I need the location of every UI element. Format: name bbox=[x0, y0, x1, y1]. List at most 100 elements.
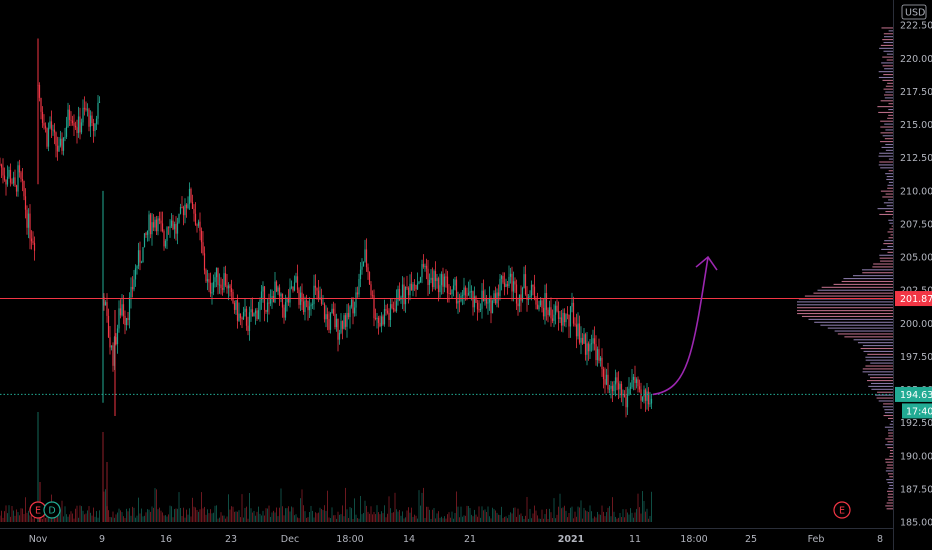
volume-bar bbox=[546, 508, 547, 522]
profile-bar bbox=[821, 286, 893, 288]
candle-body bbox=[467, 292, 470, 296]
volume-bar bbox=[561, 508, 562, 522]
profile-bar bbox=[880, 132, 893, 134]
volume-bar bbox=[400, 515, 402, 522]
profile-bar bbox=[887, 447, 893, 449]
candle-body bbox=[61, 138, 63, 151]
volume-bar bbox=[105, 489, 106, 522]
candle-body bbox=[97, 102, 99, 119]
volume-bar bbox=[637, 493, 639, 522]
candle-body bbox=[317, 290, 320, 300]
volume-bar bbox=[141, 508, 142, 522]
x-tick-label: Feb bbox=[808, 534, 825, 545]
candle-body bbox=[269, 298, 272, 304]
volume-bar bbox=[370, 506, 372, 522]
volume-bar bbox=[291, 506, 292, 522]
volume-bar bbox=[85, 513, 87, 522]
volume-bar bbox=[90, 512, 91, 522]
candle-body bbox=[611, 385, 614, 392]
candle-body bbox=[581, 337, 584, 344]
volume-bar bbox=[42, 518, 43, 522]
profile-bar bbox=[886, 176, 893, 178]
candle-body bbox=[145, 233, 147, 235]
volume-bar bbox=[297, 517, 298, 522]
profile-bar bbox=[888, 30, 893, 32]
candle-body bbox=[386, 310, 389, 313]
profile-bar bbox=[880, 44, 893, 46]
candle-body bbox=[367, 267, 369, 273]
profile-bar bbox=[878, 71, 893, 73]
profile-bar bbox=[880, 167, 893, 169]
profile-bar bbox=[865, 365, 893, 367]
profile-bar bbox=[885, 173, 893, 175]
profile-bar bbox=[883, 33, 893, 35]
profile-bar bbox=[880, 190, 893, 192]
x-tick-label: 2021 bbox=[558, 534, 584, 545]
candle-body bbox=[178, 213, 180, 223]
volume-bar bbox=[78, 517, 79, 522]
volume-bar bbox=[280, 488, 282, 522]
candle-body bbox=[122, 304, 125, 316]
candle-body bbox=[376, 317, 378, 319]
volume-bar bbox=[351, 508, 352, 522]
volume-bar bbox=[406, 510, 408, 522]
candle-body bbox=[190, 188, 192, 202]
candle-body bbox=[431, 277, 434, 288]
volume-bar bbox=[165, 515, 166, 522]
profile-bar bbox=[886, 508, 893, 510]
volume-bar bbox=[193, 506, 195, 522]
volume-bar bbox=[226, 516, 228, 522]
candle-body bbox=[416, 283, 419, 290]
volume-bar bbox=[325, 510, 327, 522]
profile-bar bbox=[889, 452, 893, 454]
volume-bar bbox=[615, 516, 616, 522]
volume-bar bbox=[520, 513, 522, 522]
price-tag-label: 194.63 bbox=[900, 390, 932, 401]
profile-bar bbox=[884, 426, 893, 428]
candle-body bbox=[643, 389, 645, 397]
candle-body bbox=[136, 266, 138, 269]
volume-bar bbox=[423, 487, 424, 522]
candle-body bbox=[458, 300, 461, 302]
volume-bar bbox=[19, 515, 20, 522]
profile-bar bbox=[878, 164, 893, 166]
dividend-marker[interactable]: D bbox=[43, 501, 61, 519]
volume-bar bbox=[517, 508, 519, 522]
profile-bar bbox=[887, 82, 893, 84]
candle-body bbox=[365, 249, 368, 268]
volume-bar bbox=[459, 517, 460, 522]
candle-body bbox=[223, 273, 225, 290]
candle-body bbox=[344, 315, 347, 327]
volume-bar bbox=[87, 510, 88, 522]
candle-body bbox=[73, 123, 75, 126]
candle-body bbox=[59, 138, 62, 146]
price-tag bbox=[895, 386, 932, 402]
candle-body bbox=[265, 310, 267, 312]
y-tick-label: 190.00 bbox=[900, 451, 932, 462]
candle-body bbox=[185, 204, 188, 208]
volume-bar bbox=[17, 512, 19, 522]
volume-bar bbox=[180, 507, 181, 522]
earnings-marker[interactable]: E bbox=[833, 501, 851, 519]
volume-bar bbox=[622, 509, 624, 522]
volume-bar bbox=[489, 516, 490, 522]
candle-body bbox=[556, 305, 558, 311]
profile-bar bbox=[879, 152, 893, 154]
candle-body bbox=[29, 213, 31, 239]
profile-bar bbox=[888, 429, 893, 431]
candle-body bbox=[515, 284, 518, 304]
candle-body bbox=[337, 318, 339, 340]
profile-bar bbox=[862, 368, 893, 370]
candle-body bbox=[371, 295, 374, 297]
volume-bar bbox=[342, 505, 343, 522]
candle-body bbox=[569, 306, 572, 327]
volume-bar bbox=[283, 515, 285, 522]
volume-bar bbox=[507, 518, 508, 522]
profile-bar bbox=[890, 234, 893, 236]
volume-bar bbox=[22, 508, 23, 522]
candle-body bbox=[91, 115, 93, 123]
candle-body bbox=[484, 297, 486, 301]
candle-body bbox=[44, 125, 47, 129]
